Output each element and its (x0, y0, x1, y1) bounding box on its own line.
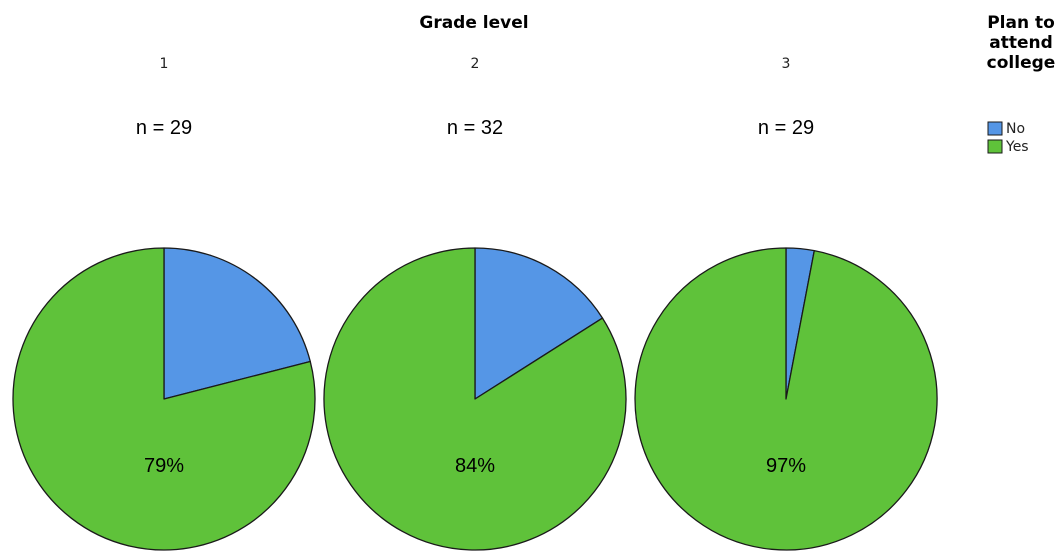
pie-slice-yes (323, 247, 627, 551)
facets-layer: 1 n = 29 79% 2 n = 32 84% 3 n = 29 97% (12, 56, 938, 551)
pie-slice-yes (12, 247, 316, 551)
slice-data-label: 97% (766, 455, 806, 477)
pie-facet-1: 1 n = 29 79% (12, 56, 316, 551)
slice-data-label: 79% (144, 455, 184, 477)
pie-facet-3: 3 n = 29 97% (634, 56, 938, 551)
facet-category-label: 1 (160, 56, 169, 72)
legend-swatch-no (987, 121, 1003, 136)
panel-title: Grade level (419, 13, 528, 33)
facet-n-label: n = 29 (758, 117, 814, 139)
facet-n-label: n = 32 (447, 117, 503, 139)
legend-swatch-yes (987, 139, 1003, 154)
legend-title-line-3: college (987, 53, 1056, 73)
legend-label-yes: Yes (1005, 139, 1029, 155)
legend-title-line-1: Plan to (987, 13, 1055, 33)
pie-slice-no (163, 247, 311, 400)
slice-data-label: 84% (455, 455, 495, 477)
legend-entries: No Yes (987, 121, 1029, 155)
legend: Plan to attend college No Yes (987, 13, 1056, 155)
pie-slice-yes (634, 247, 938, 551)
facet-category-label: 3 (782, 56, 791, 72)
legend-label-no: No (1006, 121, 1025, 137)
legend-title-line-2: attend (989, 33, 1053, 53)
facet-category-label: 2 (471, 56, 480, 72)
facet-n-label: n = 29 (136, 117, 192, 139)
pie-facet-2: 2 n = 32 84% (323, 56, 627, 551)
pie-slice-no (474, 247, 604, 400)
